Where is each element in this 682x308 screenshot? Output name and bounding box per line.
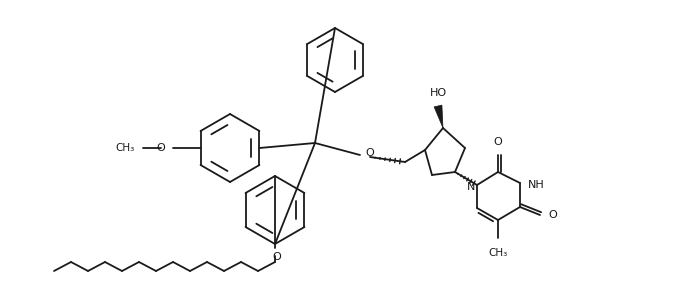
Text: O: O [494,137,503,147]
Polygon shape [434,105,443,128]
Text: CH₃: CH₃ [488,248,507,258]
Text: O: O [156,143,165,153]
Text: HO: HO [430,88,447,98]
Text: N: N [466,182,475,192]
Text: NH: NH [528,180,545,190]
Text: CH₃: CH₃ [116,143,135,153]
Text: O: O [548,210,557,220]
Text: O: O [273,252,282,262]
Text: O: O [365,148,374,158]
